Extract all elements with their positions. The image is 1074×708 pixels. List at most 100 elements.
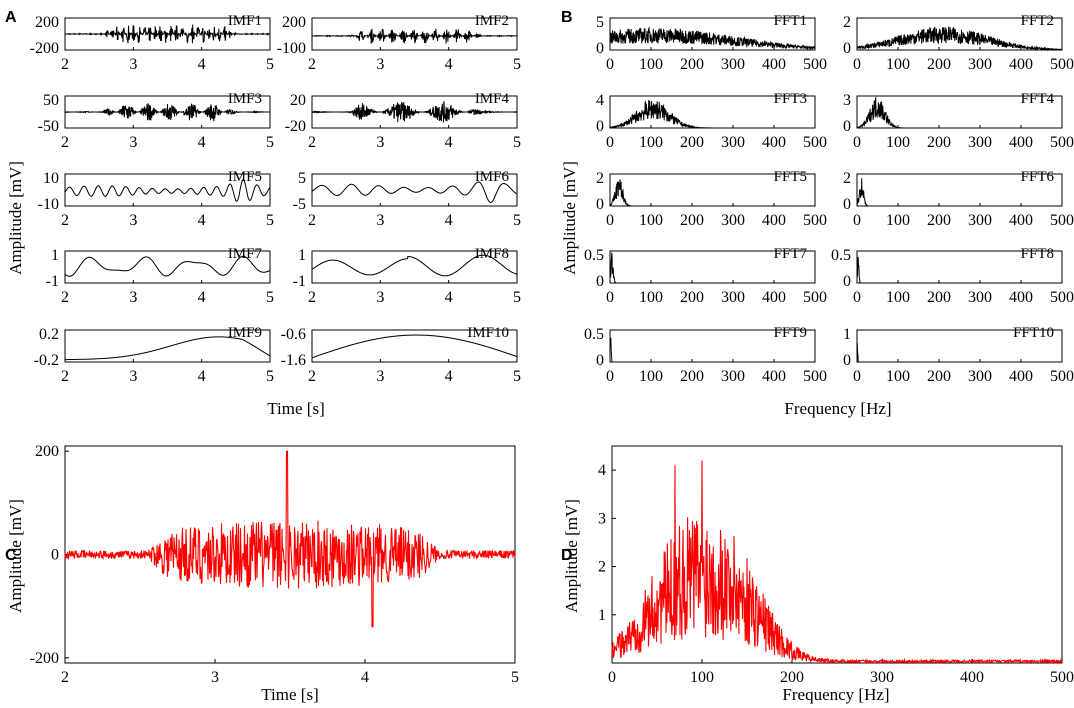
x-tick-label: 2 — [61, 368, 69, 385]
x-tick-label: 3 — [129, 56, 137, 73]
x-tick-label: 3 — [211, 669, 219, 686]
x-tick-label: 4 — [198, 289, 206, 306]
subplot-line-fft10 — [856, 343, 1062, 363]
y-tick-label: 200 — [35, 443, 59, 460]
x-tick-label: 0 — [853, 212, 861, 229]
x-tick-label: 0 — [853, 289, 861, 306]
x-tick-label: 400 — [762, 56, 786, 73]
x-tick-label: 500 — [1050, 368, 1074, 385]
y-tick-label: 4 — [598, 462, 606, 479]
x-tick-label: 5 — [513, 368, 521, 385]
panel-a-subplot-imf8: IMF8 1 -12 3 4 5 — [293, 246, 521, 306]
subplot-line-imf5 — [64, 178, 271, 202]
subplot-line-imf1 — [64, 24, 271, 44]
x-tick-label: 300 — [721, 368, 745, 385]
subplot-line-fft7 — [609, 252, 815, 284]
x-tick-label: 4 — [445, 212, 453, 229]
x-tick-label: 4 — [198, 56, 206, 73]
x-tick-label: 300 — [968, 289, 992, 306]
x-tick-label: 5 — [266, 289, 274, 306]
x-tick-label: 0 — [853, 56, 861, 73]
x-tick-label: 100 — [886, 289, 910, 306]
panel-b-ylabel: Amplitude [mV] — [560, 161, 579, 275]
subplot-line-fft3 — [609, 100, 815, 130]
subplot-title: FFT3 — [774, 91, 807, 107]
panel-a-subplot-imf7: IMF7 1 -12 3 4 5 — [46, 246, 274, 306]
y-tick-label: -200 — [30, 40, 59, 57]
x-tick-label: 0 — [853, 134, 861, 151]
x-tick-label: 2 — [308, 56, 316, 73]
y-tick-label: -100 — [277, 40, 306, 57]
subplot-title: FFT5 — [774, 169, 807, 185]
panel-a-subplot-imf3: IMF3 50 -502 3 4 5 — [38, 91, 274, 151]
x-tick-label: 2 — [308, 212, 316, 229]
x-tick-label: 200 — [680, 289, 704, 306]
y-tick-label: 1 — [843, 326, 851, 343]
x-tick-label: 5 — [266, 56, 274, 73]
x-tick-label: 200 — [680, 134, 704, 151]
x-tick-label: 0 — [606, 289, 614, 306]
y-tick-label: -1 — [46, 273, 59, 290]
x-tick-label: 300 — [721, 212, 745, 229]
x-tick-label: 0 — [606, 212, 614, 229]
x-tick-label: 400 — [1009, 212, 1033, 229]
panel-d-ylabel: Amplitude [mV] — [562, 499, 581, 613]
x-tick-label: 5 — [266, 212, 274, 229]
x-tick-label: 5 — [513, 289, 521, 306]
x-tick-label: 200 — [927, 134, 951, 151]
x-tick-label: 2 — [61, 289, 69, 306]
subplot-title: IMF3 — [228, 91, 262, 107]
subplot-title: FFT2 — [1021, 13, 1054, 29]
y-tick-label: 0.5 — [831, 247, 851, 264]
subplot-frame — [311, 250, 518, 284]
x-tick-label: 5 — [511, 669, 519, 686]
panel-d-frame — [611, 445, 1063, 664]
x-tick-label: 200 — [680, 212, 704, 229]
x-tick-label: 3 — [129, 134, 137, 151]
panel-letter-a: A — [5, 9, 17, 26]
subplot-title: FFT8 — [1021, 246, 1054, 262]
y-tick-label: 0 — [843, 196, 851, 213]
x-tick-label: 100 — [639, 134, 663, 151]
y-tick-label: 2 — [596, 170, 604, 187]
y-tick-label: -0.6 — [281, 326, 306, 343]
panel-d-chart: 0 100 200 300 400 500 4 3 2 1 Frequency [Hz] Ampl… — [562, 445, 1074, 704]
x-tick-label: 200 — [680, 368, 704, 385]
x-tick-label: 4 — [445, 289, 453, 306]
y-tick-label: 0 — [596, 40, 604, 57]
x-tick-label: 3 — [376, 56, 384, 73]
panel-a-subplot-imf10: IMF10 -0.6 -1.62 3 4 5 — [281, 325, 521, 385]
x-tick-label: 100 — [886, 368, 910, 385]
y-tick-label: 0.5 — [584, 326, 604, 343]
subplot-title: IMF2 — [475, 13, 509, 29]
subplot-line-fft9 — [609, 337, 815, 363]
y-tick-label: 0 — [596, 118, 604, 135]
y-tick-label: 20 — [290, 92, 306, 109]
subplot-frame — [64, 173, 271, 207]
x-tick-label: 0 — [606, 368, 614, 385]
y-tick-label: 0 — [596, 273, 604, 290]
x-tick-label: 500 — [803, 289, 827, 306]
x-tick-label: 500 — [1050, 669, 1074, 686]
x-tick-label: 4 — [198, 134, 206, 151]
panel-d-xlabel: Frequency [Hz] — [782, 685, 889, 704]
panel-d-spectrum-line — [611, 460, 1063, 665]
x-tick-label: 100 — [886, 56, 910, 73]
x-tick-label: 400 — [762, 212, 786, 229]
subplot-title: IMF5 — [228, 169, 262, 185]
subplot-title: IMF9 — [228, 325, 262, 341]
subplot-line-fft2 — [856, 26, 1063, 52]
subplot-title: FFT4 — [1021, 91, 1055, 107]
x-tick-label: 500 — [803, 56, 827, 73]
x-tick-label: 100 — [639, 212, 663, 229]
x-tick-label: 2 — [308, 368, 316, 385]
x-tick-label: 200 — [680, 56, 704, 73]
y-tick-label: 5 — [596, 14, 604, 31]
x-tick-label: 2 — [308, 134, 316, 151]
x-tick-label: 400 — [762, 289, 786, 306]
x-tick-label: 4 — [198, 368, 206, 385]
panel-letter-c: C — [5, 547, 17, 564]
y-tick-label: -20 — [285, 118, 306, 135]
